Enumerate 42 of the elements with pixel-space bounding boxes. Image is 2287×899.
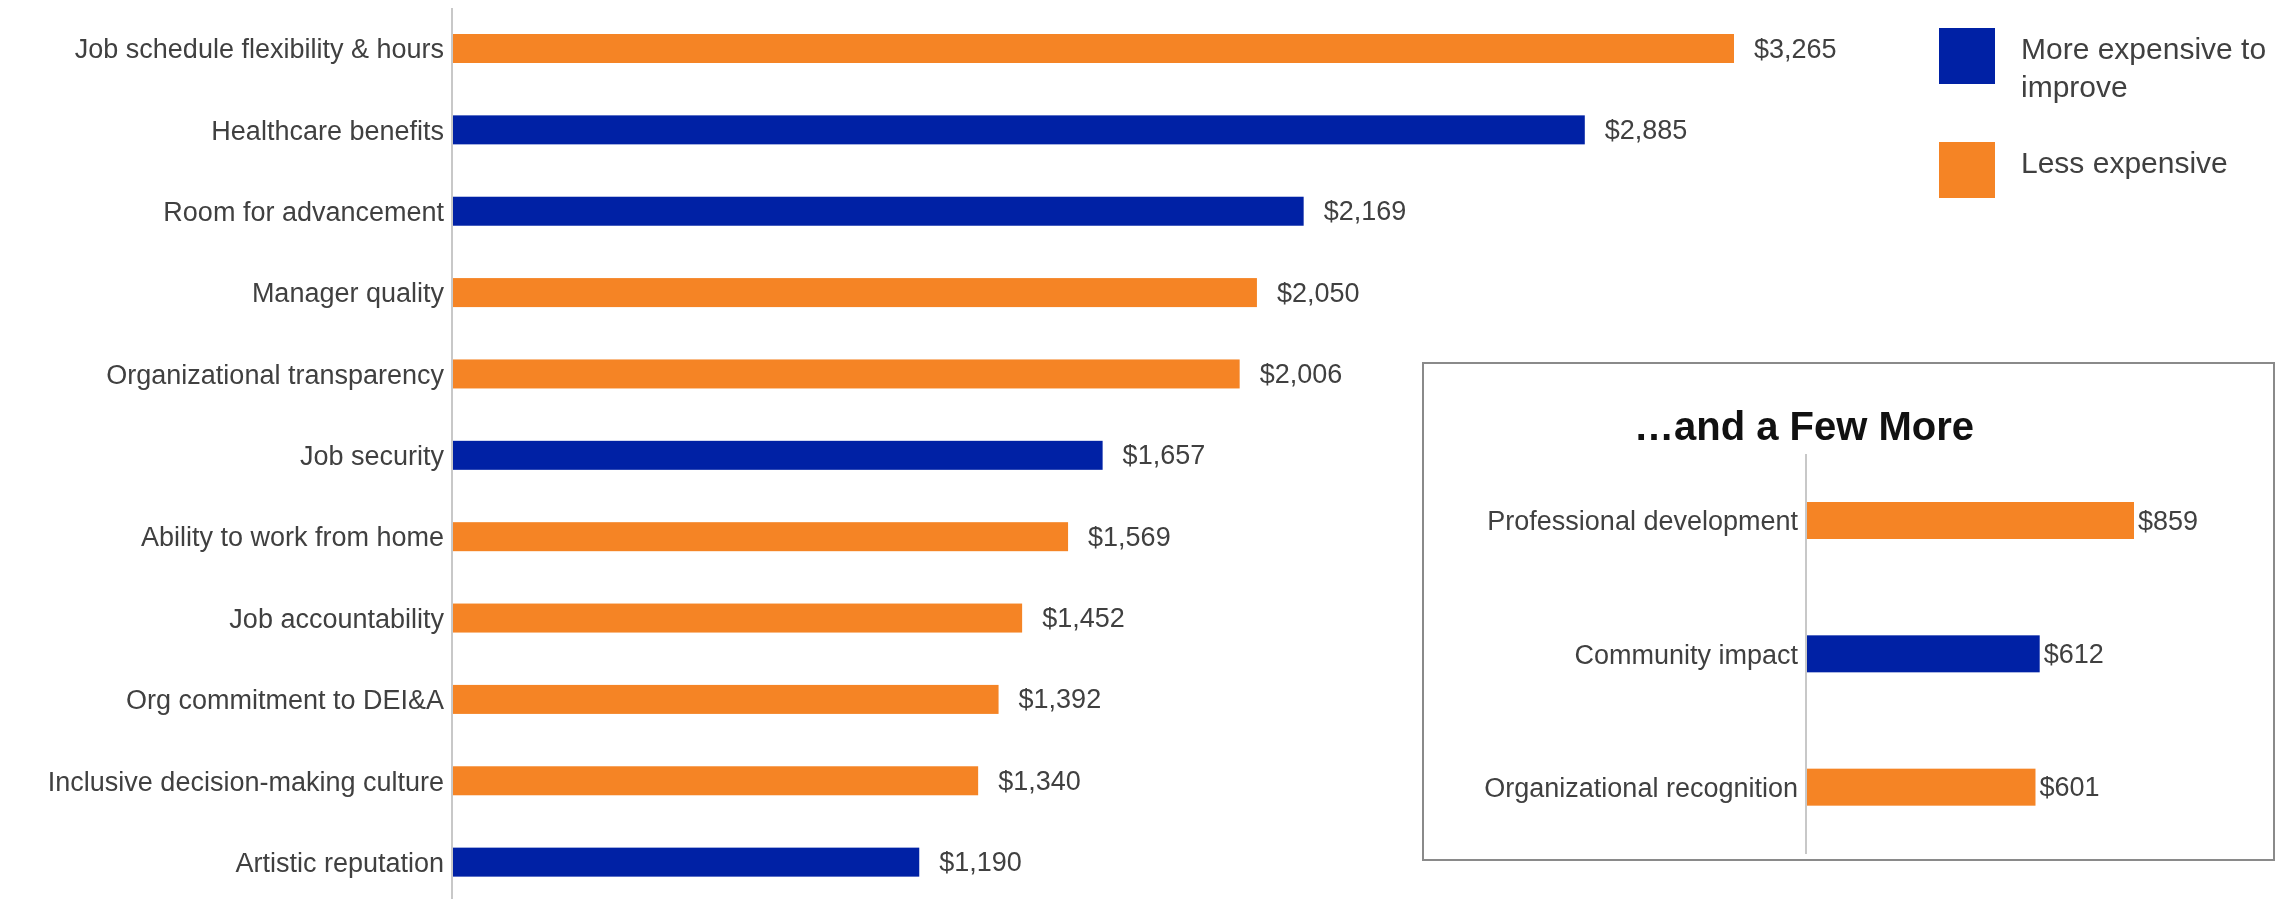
legend-label: More expensive to improve <box>2021 31 2268 105</box>
y-tick-label: Org commitment to DEI&A <box>125 685 444 716</box>
y-tick-label: Room for advancement <box>163 196 445 227</box>
data-label: $1,569 <box>1088 521 1171 552</box>
data-label: $1,190 <box>939 847 1022 878</box>
data-label: $2,885 <box>1604 114 1688 145</box>
bar <box>452 278 1257 308</box>
y-tick-label: Organizational recognition <box>1484 772 1798 803</box>
y-tick-label: Community impact <box>1574 639 1799 670</box>
legend-label: Less expensive <box>2021 145 2228 181</box>
bar <box>452 359 1240 389</box>
data-label: $612 <box>2043 638 2104 669</box>
y-tick-label: Manager quality <box>251 278 445 309</box>
bar <box>452 440 1103 470</box>
bar <box>452 196 1304 226</box>
y-tick-label: Artistic reputation <box>235 847 444 878</box>
bar <box>452 847 920 877</box>
y-tick-label: Job accountability <box>229 603 445 634</box>
bar <box>452 603 1023 633</box>
bar <box>452 115 1585 145</box>
data-label: $859 <box>2138 505 2199 536</box>
data-label: $2,050 <box>1276 277 1360 308</box>
y-tick-label: Organizational transparency <box>106 359 445 390</box>
bar <box>452 766 979 796</box>
data-label: $1,452 <box>1042 603 1125 634</box>
y-tick-label: Inclusive decision-making culture <box>47 766 444 797</box>
data-label: $3,265 <box>1754 33 1837 64</box>
data-label: $2,006 <box>1259 358 1343 389</box>
chart-title: …and a Few More <box>1632 404 1976 449</box>
y-tick-label: Ability to work from home <box>140 522 444 553</box>
y-tick-label: Job security <box>299 441 445 472</box>
bar <box>452 684 999 714</box>
data-label: $1,340 <box>998 765 1081 796</box>
data-label: $1,657 <box>1122 440 1206 471</box>
bar <box>452 34 1734 63</box>
y-tick-label: Job schedule flexibility & hours <box>74 34 444 65</box>
data-label: $2,169 <box>1323 196 1407 227</box>
y-tick-label: Healthcare benefits <box>211 115 444 146</box>
data-label: $601 <box>2039 772 2100 803</box>
y-tick-label: Professional development <box>1487 506 1799 537</box>
data-label: $1,392 <box>1018 684 1102 715</box>
bar <box>452 522 1069 552</box>
